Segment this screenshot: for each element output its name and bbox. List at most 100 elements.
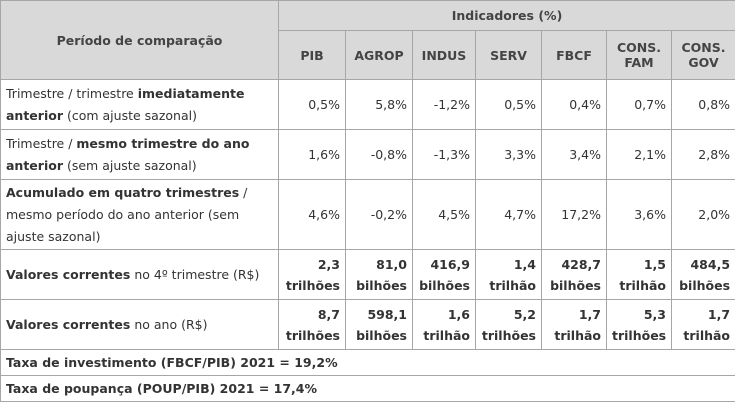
table-row: Acumulado em quatro trimestres / mesmo p… [0, 179, 735, 250]
column-header: PIB [278, 30, 346, 80]
value-cell: 5,8% [345, 79, 413, 130]
column-header-line1: PIB [300, 47, 324, 63]
row-label-part: no ano (R$) [130, 316, 208, 332]
value-cell: 428,7 bilhões [541, 249, 607, 300]
value-unit: bilhões [419, 277, 470, 293]
row-label-part: Acumulado em quatro trimestres [6, 184, 240, 200]
value-cell: 5,3 trilhões [606, 299, 672, 350]
column-header-line1: CONS. [616, 40, 661, 55]
column-header: INDUS [412, 30, 476, 80]
value-cell: 0,8% [670, 79, 735, 130]
value-cell: 2,0% [670, 179, 735, 250]
value-number: 1,7 [578, 306, 601, 322]
value-cell: 2,1% [606, 129, 672, 180]
investment-rate-row: Taxa de investimento (FBCF/PIB) 2021 = 1… [0, 349, 735, 376]
row-label-part: no 4º trimestre (R$) [130, 266, 260, 282]
value-cell: 1,4 trilhão [475, 249, 542, 300]
table-row: Valores correntes no 4º trimestre (R$) 2,… [0, 249, 735, 300]
value-unit: trilhão [683, 327, 731, 343]
row-label-part: / mesmo período do ano anterior (sem aju… [6, 184, 248, 244]
column-header-line1: FBCF [556, 47, 592, 63]
indicators-header: Indicadores (%) [277, 0, 735, 31]
value-unit: trilhão [423, 327, 470, 343]
value-cell: 0,5% [475, 79, 542, 130]
column-header-line1: INDUS [421, 47, 467, 63]
row-label-part: (com ajuste sazonal) [63, 107, 197, 123]
column-header-line1: CONS. [681, 40, 726, 55]
value-number: 5,3 [643, 306, 666, 322]
column-header: CONS. GOV [670, 30, 735, 80]
value-unit: bilhões [550, 277, 601, 293]
value-number: 598,1 [367, 306, 407, 322]
table-row: Valores correntes no ano (R$) 8,7 trilhões… [0, 299, 735, 350]
value-cell: -0,2% [345, 179, 413, 250]
value-cell: 8,7 trilhões [278, 299, 346, 350]
value-cell: 3,6% [606, 179, 672, 250]
value-cell: 1,5 trilhão [606, 249, 672, 300]
row-label-part: Valores correntes [6, 316, 131, 332]
table-row: Trimestre / mesmo trimestre do ano anter… [0, 129, 735, 180]
table-row: Trimestre / trimestre imediatamente ante… [0, 79, 735, 130]
value-number: 416,9 [430, 256, 470, 272]
value-number: 5,2 [513, 306, 536, 322]
value-cell: 3,3% [475, 129, 542, 180]
value-number: 484,5 [690, 256, 731, 272]
row-label-part: mesmo trimestre do ano anterior [6, 135, 250, 173]
value-unit: trilhão [554, 327, 601, 343]
value-cell: 0,7% [606, 79, 672, 130]
savings-rate-row: Taxa de poupança (POUP/PIB) 2021 = 17,4% [0, 375, 735, 402]
value-unit: trilhões [285, 277, 340, 293]
value-cell: -1,2% [412, 79, 476, 130]
column-header: SERV [475, 30, 542, 80]
column-header: CONS. FAM [606, 30, 672, 80]
value-number: 1,6 [447, 306, 470, 322]
column-header-row: PIB AGROP INDUS SERV FBCF CONS. FAM CONS. GOV [1, 30, 735, 80]
value-cell: 1,7 trilhão [670, 299, 735, 350]
value-cell: 0,4% [541, 79, 607, 130]
value-cell: 1,6% [278, 129, 346, 180]
header-row-top: Período de comparação Indicadores (%) [0, 0, 735, 80]
value-number: 1,7 [707, 306, 731, 322]
row-label-part: imediatamente anterior [6, 85, 245, 123]
row-label: Valores correntes no 4º trimestre (R$) [0, 249, 279, 300]
column-header: AGROP [345, 30, 413, 80]
value-unit: trilhões [481, 327, 536, 343]
value-cell: 17,2% [541, 179, 607, 250]
value-number: 1,4 [513, 256, 536, 272]
value-unit: bilhões [679, 277, 731, 293]
value-cell: 81,0 bilhões [345, 249, 413, 300]
column-header-line2: GOV [688, 55, 719, 70]
row-label: Valores correntes no ano (R$) [0, 299, 279, 350]
value-cell: 2,3 trilhões [278, 249, 346, 300]
value-cell: -1,3% [412, 129, 476, 180]
row-label: Acumulado em quatro trimestres / mesmo p… [0, 179, 279, 250]
value-cell: 1,7 trilhão [541, 299, 607, 350]
value-cell: 4,5% [412, 179, 476, 250]
value-number: 8,7 [317, 306, 340, 322]
row-label-part: Trimestre / [6, 135, 77, 151]
value-unit: bilhões [356, 277, 407, 293]
value-unit: trilhões [285, 327, 340, 343]
column-header-line1: SERV [490, 47, 527, 63]
value-number: 428,7 [561, 256, 601, 272]
value-cell: 598,1 bilhões [345, 299, 413, 350]
value-cell: 0,5% [278, 79, 346, 130]
row-label-part: Trimestre / trimestre [6, 85, 138, 101]
value-cell: 1,6 trilhão [412, 299, 476, 350]
row-label-part: Valores correntes [6, 266, 131, 282]
row-label-part: (sem ajuste sazonal) [63, 157, 197, 173]
value-unit: trilhão [489, 277, 536, 293]
value-cell: 484,5 bilhões [670, 249, 735, 300]
value-cell: 5,2 trilhões [475, 299, 542, 350]
value-number: 1,5 [643, 256, 666, 272]
percent-rows: Trimestre / trimestre imediatamente ante… [0, 79, 735, 250]
value-cell: 3,4% [541, 129, 607, 180]
investment-rate: Taxa de investimento (FBCF/PIB) 2021 = 1… [0, 349, 735, 376]
value-unit: trilhão [619, 277, 666, 293]
value-unit: trilhões [612, 327, 667, 343]
value-number: 81,0 [376, 256, 407, 272]
column-header-line1: AGROP [354, 47, 404, 63]
value-cell: 416,9 bilhões [412, 249, 476, 300]
value-cell: 2,8% [670, 129, 735, 180]
column-header-line2: FAM [624, 55, 654, 70]
